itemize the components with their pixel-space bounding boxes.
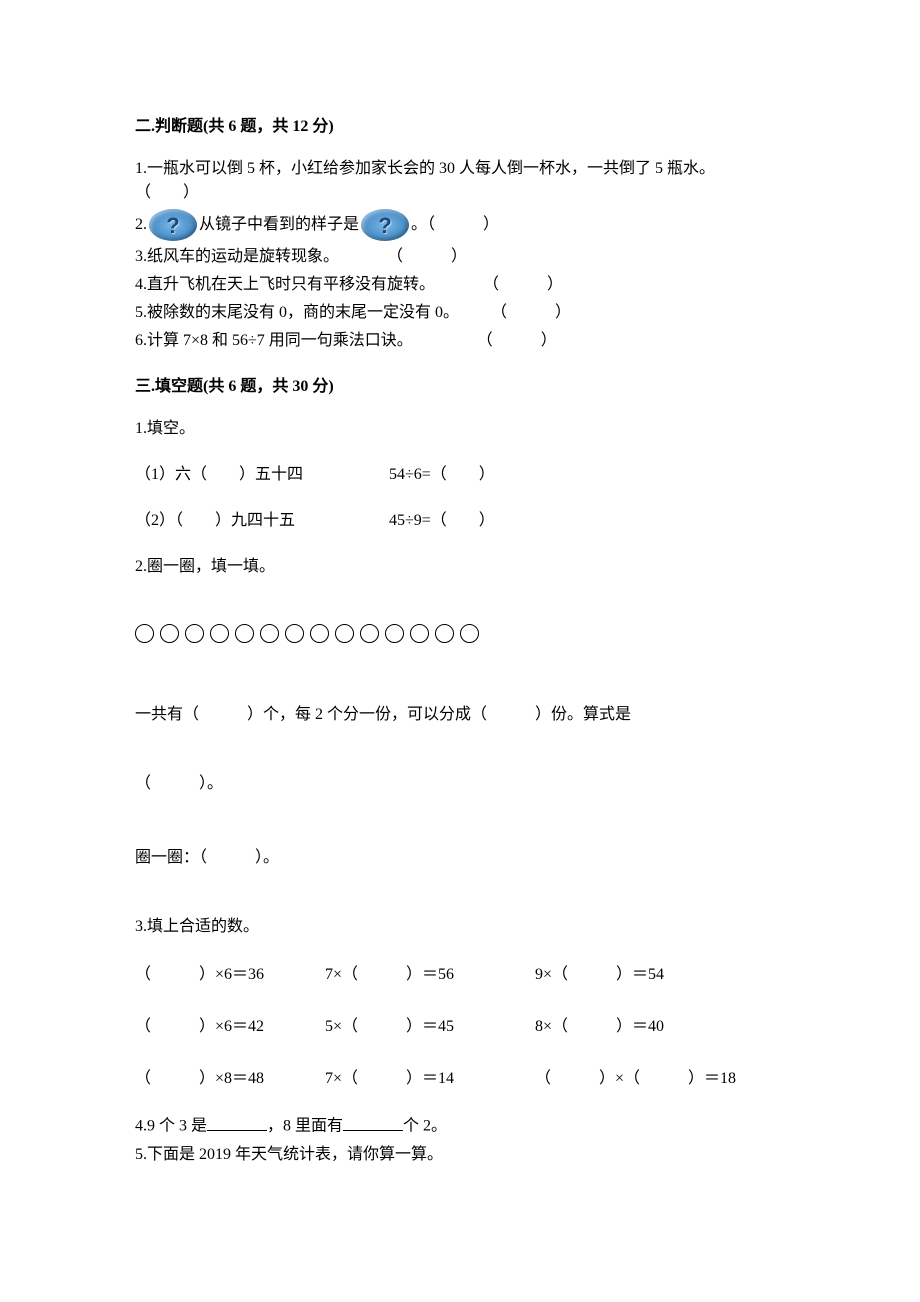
q-num: 3.: [135, 248, 147, 265]
question-mark-icon: ?: [361, 209, 409, 241]
q4-mid: ，8 里面有: [267, 1118, 343, 1135]
fill-cell: （ ）×8＝48: [135, 1067, 325, 1091]
s3-q2-label: 2.圈一圈，填一填。: [135, 555, 785, 579]
fill-cell: （ ）×（ ）＝18: [535, 1067, 775, 1091]
q-num: 2.: [135, 213, 147, 237]
circle-shape: [135, 624, 154, 643]
circle-shape: [185, 624, 204, 643]
q4-pre: 4.9 个 3 是: [135, 1118, 207, 1135]
q-text: 计算 7×8 和 56÷7 用同一句乘法口诀。 （ ）: [147, 332, 557, 349]
s3-q1-p1: （1）六（ ）五十四 54÷6=（ ）: [135, 463, 785, 487]
s3-q2-line2: （ ）。: [135, 772, 785, 796]
s3-q3-label: 3.填上合适的数。: [135, 915, 785, 939]
q1-p1-right: 54÷6=（ ）: [389, 466, 495, 483]
circle-shape: [235, 624, 254, 643]
blank-underline: [207, 1113, 267, 1131]
circle-shape: [285, 624, 304, 643]
q-num: 1.: [135, 160, 147, 177]
circle-shape: [210, 624, 229, 643]
fill-cell: 7×（ ）＝56: [325, 963, 535, 987]
q1-p2-right: 45÷9=（ ）: [389, 512, 495, 529]
s2-q2: 2. ? 从镜子中看到的样子是 ? 。（ ）: [135, 209, 785, 241]
q4-post: 个 2。: [403, 1118, 447, 1135]
fill-cell: 8×（ ）＝40: [535, 1015, 775, 1039]
s3-q2-line1: 一共有（ ）个，每 2 个分一份，可以分成（ ）份。算式是: [135, 703, 785, 727]
q-num: 5.: [135, 304, 147, 321]
circle-shape: [410, 624, 429, 643]
s3-q5: 5.下面是 2019 年天气统计表，请你算一算。: [135, 1143, 785, 1167]
fill-row: （ ）×6＝367×（ ）＝569×（ ）＝54: [135, 963, 785, 987]
s2-q1: 1.一瓶水可以倒 5 杯，小红给参加家长会的 30 人每人倒一杯水，一共倒了 5…: [135, 157, 785, 205]
s3-q3-rows: （ ）×6＝367×（ ）＝569×（ ）＝54 （ ）×6＝425×（ ）＝45…: [135, 963, 785, 1091]
s2-q4: 4.直升飞机在天上飞时只有平移没有旋转。 （ ）: [135, 273, 785, 297]
question-mark-icon: ?: [149, 209, 197, 241]
s3-q1-p2: （2）（ ）九四十五 45÷9=（ ）: [135, 509, 785, 533]
circles-row: [135, 624, 785, 643]
fill-cell: （ ）×6＝42: [135, 1015, 325, 1039]
fill-cell: 9×（ ）＝54: [535, 963, 775, 987]
circle-shape: [160, 624, 179, 643]
q-text-pre: 从镜子中看到的样子是: [199, 213, 359, 237]
q-text: 直升飞机在天上飞时只有平移没有旋转。 （ ）: [147, 276, 563, 293]
q-text: 一瓶水可以倒 5 杯，小红给参加家长会的 30 人每人倒一杯水，一共倒了 5 瓶…: [135, 160, 771, 201]
fill-cell: 7×（ ）＝14: [325, 1067, 535, 1091]
circle-shape: [260, 624, 279, 643]
question-glyph: ?: [378, 209, 391, 242]
s2-q5: 5.被除数的末尾没有 0，商的末尾一定没有 0。 （ ）: [135, 301, 785, 325]
section-2-title: 二.判断题(共 6 题，共 12 分): [135, 115, 785, 139]
s2-q6: 6.计算 7×8 和 56÷7 用同一句乘法口诀。 （ ）: [135, 329, 785, 353]
s2-q3: 3.纸风车的运动是旋转现象。 （ ）: [135, 245, 785, 269]
s3-q2-line3: 圈一圈：（ ）。: [135, 846, 785, 870]
circle-shape: [435, 624, 454, 643]
q-text: 纸风车的运动是旋转现象。 （ ）: [147, 248, 467, 265]
q-num: 6.: [135, 332, 147, 349]
q-text: 被除数的末尾没有 0，商的末尾一定没有 0。 （ ）: [147, 304, 571, 321]
q1-p2-left: （2）（ ）九四十五: [135, 509, 385, 533]
q-text-post: 。（ ）: [411, 213, 499, 237]
q-num: 4.: [135, 276, 147, 293]
fill-row: （ ）×8＝487×（ ）＝14（ ）×（ ）＝18: [135, 1067, 785, 1091]
question-glyph: ?: [166, 209, 179, 242]
fill-cell: 5×（ ）＝45: [325, 1015, 535, 1039]
q1-p1-left: （1）六（ ）五十四: [135, 463, 385, 487]
circle-shape: [460, 624, 479, 643]
s3-q4: 4.9 个 3 是 ，8 里面有 个 2。: [135, 1113, 785, 1139]
circle-shape: [360, 624, 379, 643]
fill-row: （ ）×6＝425×（ ）＝458×（ ）＝40: [135, 1015, 785, 1039]
section-3-title: 三.填空题(共 6 题，共 30 分): [135, 375, 785, 399]
circle-shape: [310, 624, 329, 643]
blank-underline: [343, 1113, 403, 1131]
circle-shape: [385, 624, 404, 643]
s3-q1-label: 1.填空。: [135, 417, 785, 441]
fill-cell: （ ）×6＝36: [135, 963, 325, 987]
circle-shape: [335, 624, 354, 643]
